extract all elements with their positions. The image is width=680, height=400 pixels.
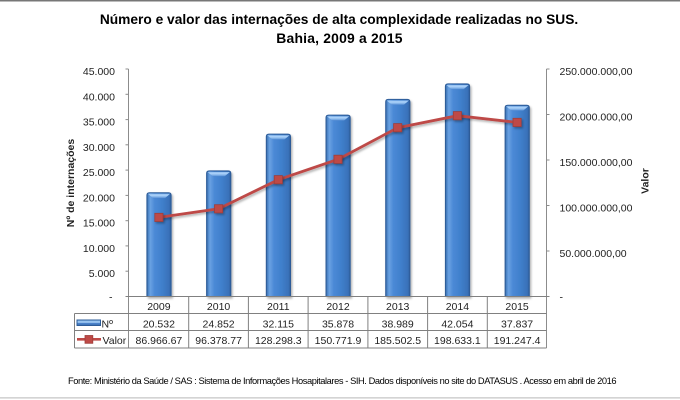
svg-text:Nº de internações: Nº de internações bbox=[65, 139, 77, 228]
svg-text:198.633.1: 198.633.1 bbox=[434, 335, 481, 347]
svg-text:2013: 2013 bbox=[386, 301, 410, 313]
svg-text:5.000: 5.000 bbox=[89, 268, 115, 280]
svg-text:50.000.000,00: 50.000.000,00 bbox=[560, 248, 627, 260]
svg-text:-: - bbox=[109, 292, 113, 304]
svg-text:38.989: 38.989 bbox=[382, 319, 414, 331]
svg-text:128.298.3: 128.298.3 bbox=[255, 335, 302, 347]
svg-text:86.966.67: 86.966.67 bbox=[136, 335, 183, 347]
svg-text:250.000.000,00: 250.000.000,00 bbox=[560, 66, 633, 78]
svg-text:20.532: 20.532 bbox=[143, 319, 175, 331]
svg-text:Bahia, 2009 a 2015: Bahia, 2009 a 2015 bbox=[276, 30, 402, 46]
svg-text:2015: 2015 bbox=[505, 301, 529, 313]
svg-text:2014: 2014 bbox=[446, 301, 470, 313]
svg-text:-: - bbox=[560, 292, 564, 304]
svg-text:10.000: 10.000 bbox=[83, 243, 115, 255]
svg-text:2010: 2010 bbox=[207, 301, 231, 313]
svg-text:150.000.000,00: 150.000.000,00 bbox=[560, 157, 633, 169]
svg-text:37.837: 37.837 bbox=[501, 319, 533, 331]
svg-text:24.852: 24.852 bbox=[203, 319, 235, 331]
svg-text:25.000: 25.000 bbox=[83, 167, 115, 179]
svg-text:Número e valor das internações: Número e valor das internações de alta c… bbox=[100, 12, 578, 27]
svg-text:185.502.5: 185.502.5 bbox=[374, 335, 421, 347]
svg-text:2012: 2012 bbox=[326, 301, 350, 313]
svg-text:20.000: 20.000 bbox=[83, 192, 115, 204]
svg-text:45.000: 45.000 bbox=[83, 66, 115, 78]
svg-text:Valor: Valor bbox=[640, 168, 652, 194]
svg-text:Nº: Nº bbox=[102, 319, 114, 331]
svg-text:30.000: 30.000 bbox=[83, 142, 115, 154]
svg-text:32.115: 32.115 bbox=[263, 319, 294, 331]
svg-text:35.000: 35.000 bbox=[83, 117, 115, 129]
svg-text:96.378.77: 96.378.77 bbox=[195, 335, 242, 347]
svg-text:200.000.000,00: 200.000.000,00 bbox=[560, 112, 633, 124]
svg-text:40.000: 40.000 bbox=[83, 91, 115, 103]
svg-text:2009: 2009 bbox=[147, 301, 171, 313]
svg-text:Fonte: Ministério da Saúde /: Fonte: Ministério da Saúde / SAS : Siste… bbox=[68, 376, 616, 386]
svg-text:42.054: 42.054 bbox=[441, 319, 473, 331]
svg-text:2011: 2011 bbox=[267, 301, 290, 313]
svg-text:35.878: 35.878 bbox=[322, 319, 354, 331]
svg-text:191.247.4: 191.247.4 bbox=[494, 335, 541, 347]
svg-text:15.000: 15.000 bbox=[83, 218, 115, 230]
svg-text:150.771.9: 150.771.9 bbox=[315, 335, 362, 347]
svg-text:100.000.000,00: 100.000.000,00 bbox=[560, 203, 633, 215]
svg-text:Valor: Valor bbox=[103, 335, 127, 347]
